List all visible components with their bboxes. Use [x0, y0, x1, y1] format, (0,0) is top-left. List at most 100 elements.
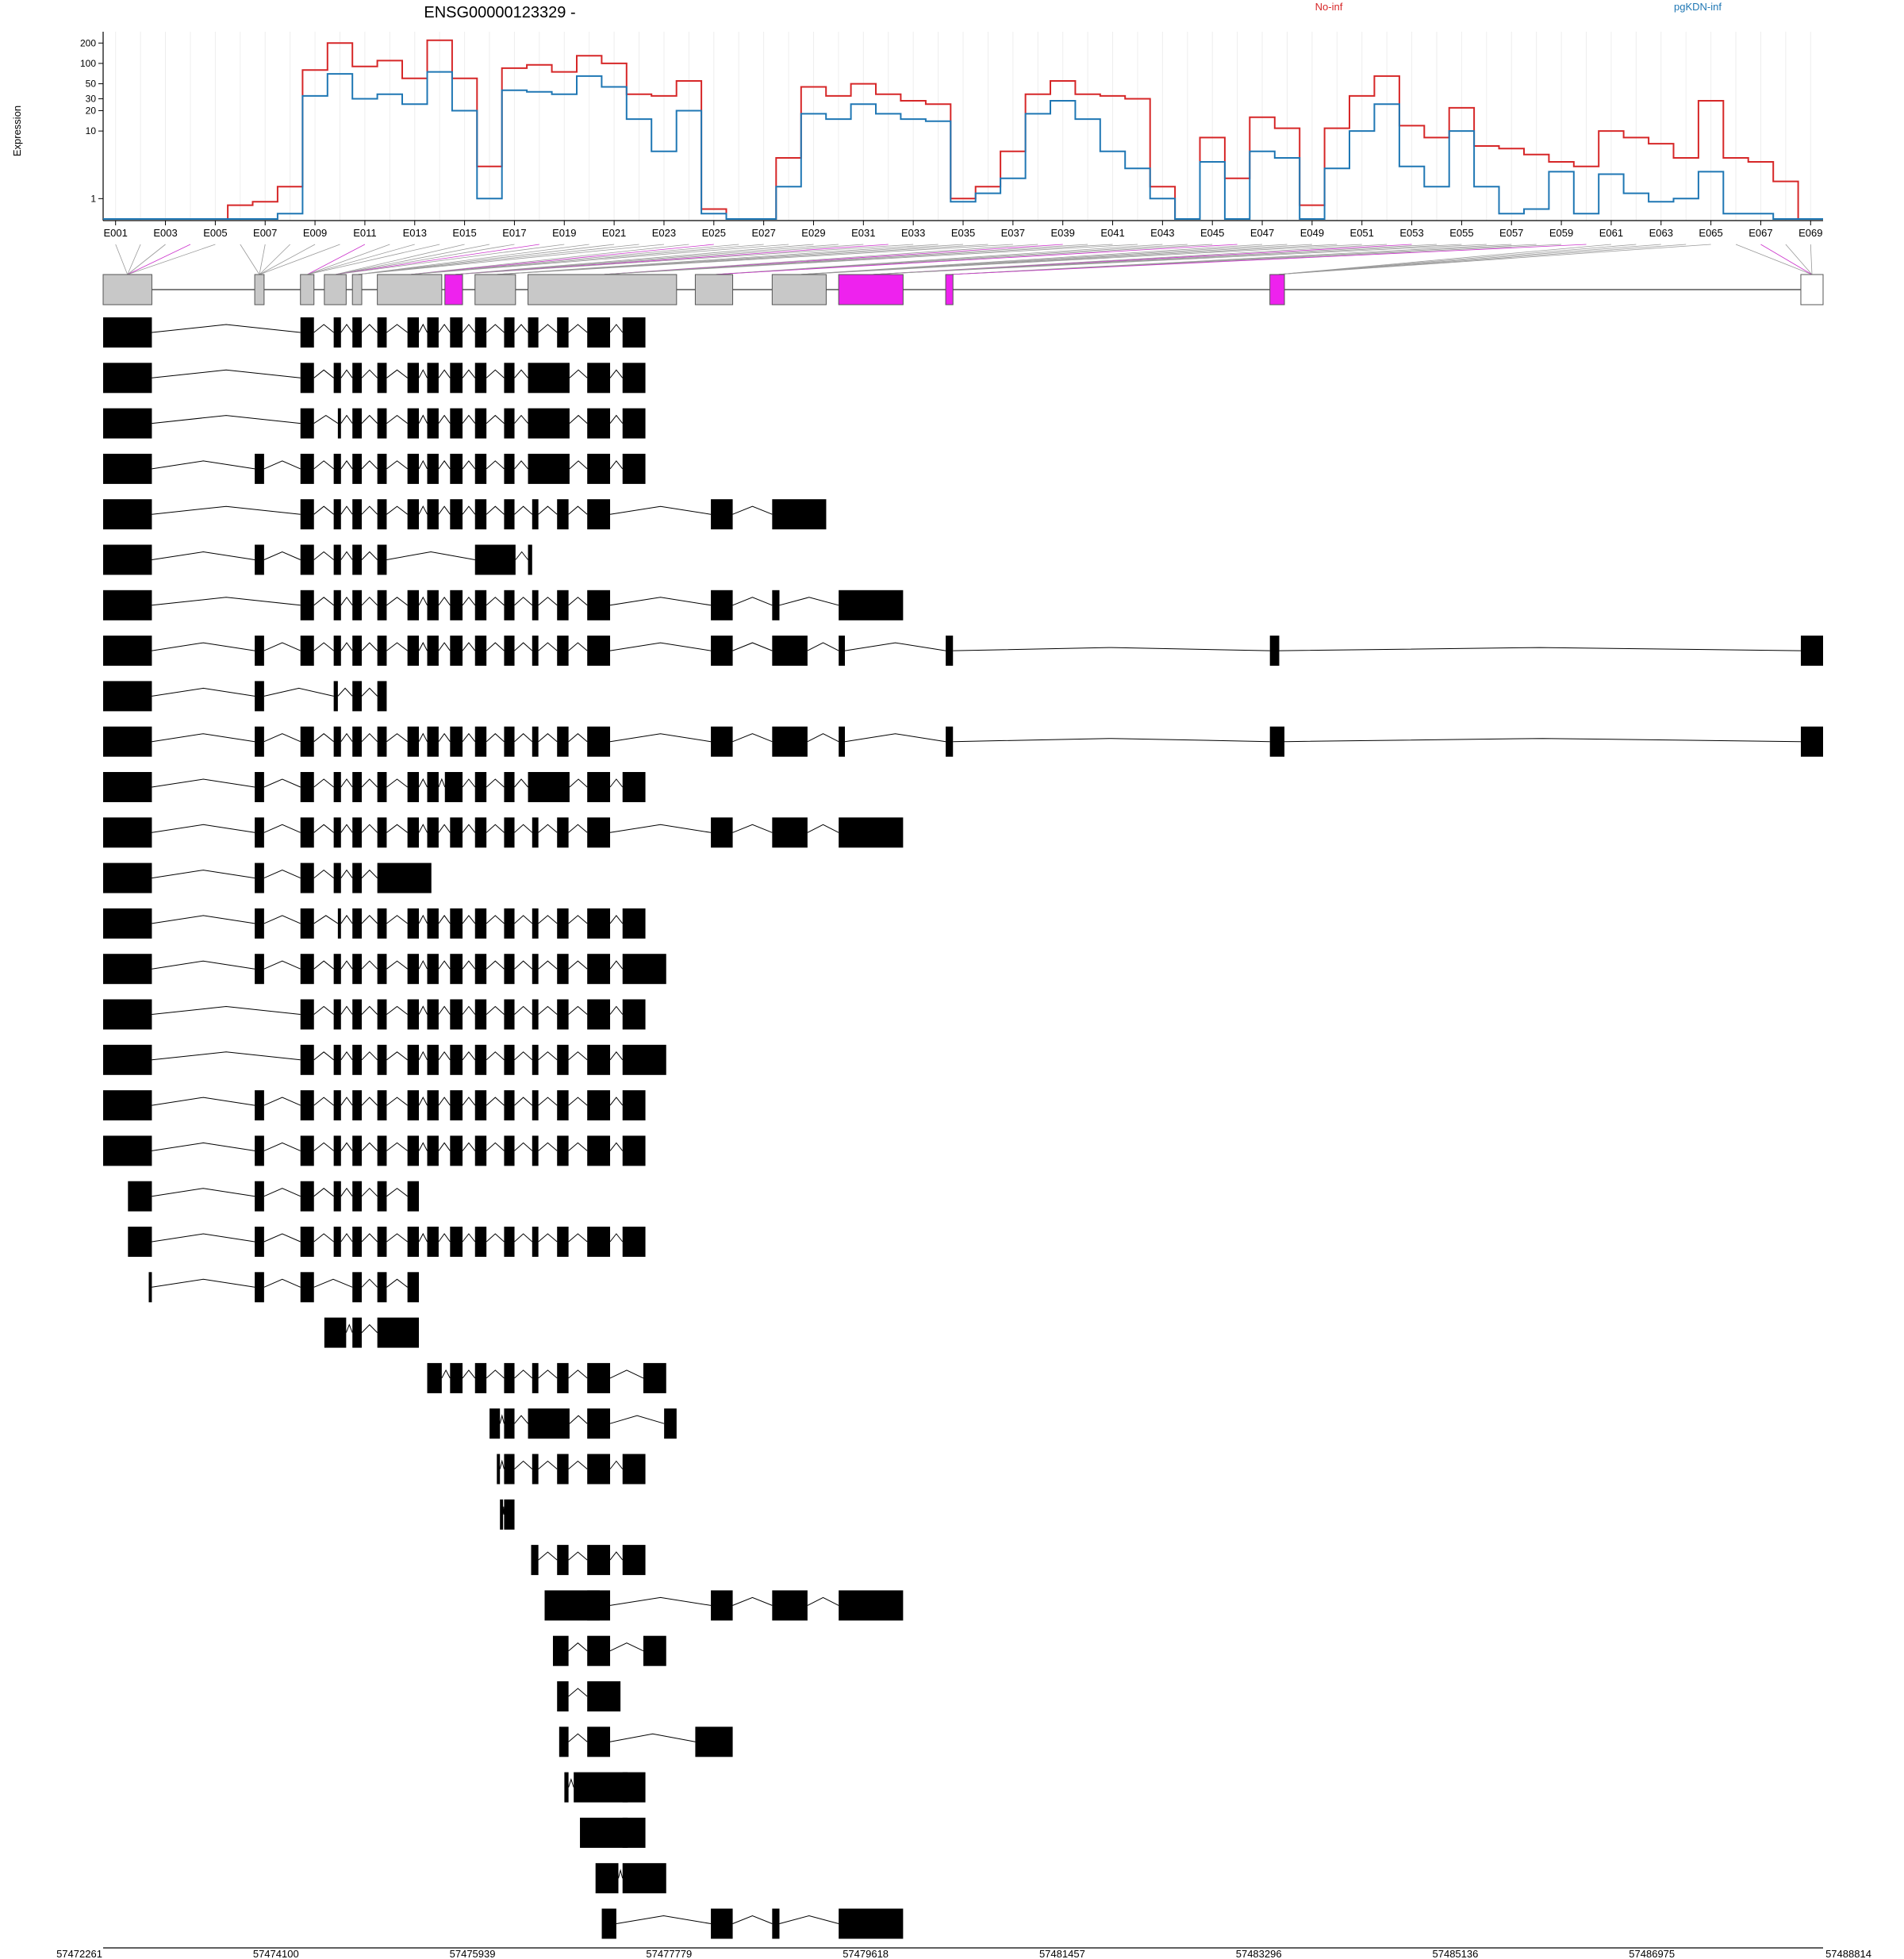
transcript-exon	[504, 1227, 515, 1257]
transcript-intron	[361, 460, 378, 470]
exon-mapping-line	[307, 244, 415, 275]
transcript-intron	[340, 1233, 353, 1243]
transcript-intron	[609, 824, 712, 833]
transcript-intron	[486, 460, 505, 470]
transcript-exon	[587, 1408, 611, 1439]
transcript-intron	[486, 505, 505, 515]
transcript-exon	[587, 908, 611, 939]
transcript-exon	[474, 908, 487, 939]
transcript-intron	[263, 1142, 301, 1151]
y-tick-label: 200	[80, 37, 96, 48]
transcript-exon	[407, 499, 420, 530]
transcript-intron	[514, 1005, 533, 1015]
transcript-intron	[418, 596, 428, 606]
y-tick-label: 100	[80, 58, 96, 69]
genomic-axis-label: 57479618	[843, 1948, 889, 1959]
transcript-exon	[772, 1590, 808, 1621]
transcript-intron	[462, 1005, 476, 1015]
exon-model-block	[528, 274, 678, 305]
x-tick-label: E013	[403, 227, 427, 239]
transcript-exon	[300, 954, 314, 985]
y-axis-label: Expression	[11, 106, 23, 156]
transcript-intron	[514, 915, 533, 924]
transcript-exon	[427, 408, 439, 439]
transcript-exon	[333, 317, 341, 348]
x-tick-label: E005	[203, 227, 227, 239]
transcript-exon	[300, 772, 314, 802]
transcript-intron	[386, 505, 408, 515]
transcript-exon	[504, 1135, 515, 1166]
transcript-intron	[514, 960, 533, 970]
transcript-intron	[609, 778, 624, 788]
transcript-intron	[418, 414, 428, 424]
transcript-intron	[386, 597, 408, 606]
x-tick-label: E053	[1399, 227, 1423, 239]
transcript-exon	[587, 772, 611, 802]
transcript-intron	[361, 824, 378, 833]
transcript-exon	[587, 1727, 611, 1757]
transcript-intron	[386, 1188, 408, 1197]
exon-model-block	[300, 274, 315, 305]
transcript-exon	[622, 1135, 646, 1166]
x-tick-label: E039	[1050, 227, 1074, 239]
transcript-intron	[263, 870, 301, 879]
exon-mapping-line	[259, 244, 290, 275]
transcript-exon	[300, 544, 314, 575]
genomic-axis-label: 57483296	[1236, 1948, 1282, 1959]
transcript-intron	[340, 324, 353, 333]
transcript-intron	[313, 733, 334, 743]
transcript-exon	[103, 1044, 152, 1075]
transcript-exon	[587, 1135, 611, 1166]
exon-mapping-line	[259, 244, 316, 275]
transcript-exon	[255, 681, 264, 712]
transcript-intron	[486, 915, 505, 924]
transcript-exon	[450, 590, 463, 620]
transcript-intron	[609, 960, 624, 970]
x-tick-label: E009	[303, 227, 327, 239]
transcript-intron	[361, 778, 378, 788]
transcript-exon	[377, 499, 387, 530]
transcript-exon	[255, 862, 264, 893]
transcript-intron	[340, 1187, 353, 1197]
transcript-exon	[427, 1362, 442, 1393]
transcript-intron	[538, 915, 558, 924]
transcript-exon	[557, 726, 569, 757]
transcript-exon	[557, 1090, 569, 1121]
transcript-intron	[514, 733, 533, 743]
transcript-intron	[263, 778, 301, 788]
transcript-intron	[807, 642, 839, 651]
transcript-exon	[474, 1090, 487, 1121]
transcript-intron	[609, 460, 624, 470]
transcript-exon	[622, 1817, 646, 1848]
transcript-intron	[361, 732, 378, 743]
transcript-exon	[528, 363, 570, 394]
transcript-exon	[587, 590, 611, 620]
transcript-intron	[732, 1915, 773, 1924]
transcript-exon	[300, 636, 314, 666]
transcript-intron	[313, 642, 334, 651]
transcript-exon	[103, 636, 152, 666]
transcript-intron	[386, 1097, 408, 1106]
transcript-exon	[427, 908, 439, 939]
transcript-intron	[313, 505, 334, 515]
exon-mapping-line	[357, 244, 664, 275]
transcript-intron	[538, 960, 558, 970]
x-tick-label: E069	[1798, 227, 1822, 239]
transcript-intron	[340, 414, 353, 424]
transcript-intron	[568, 733, 588, 743]
transcript-exon	[333, 726, 341, 757]
transcript-intron	[386, 915, 408, 924]
transcript-intron	[486, 369, 505, 378]
transcript-exon	[839, 636, 846, 666]
transcript-exon	[557, 1135, 569, 1166]
transcript-exon	[532, 1227, 539, 1257]
exon-mapping-line	[307, 244, 440, 275]
transcript-exon	[333, 1090, 341, 1121]
exon-mapping-line	[1276, 244, 1611, 275]
transcript-exon	[474, 453, 487, 484]
transcript-intron	[438, 1142, 451, 1151]
transcript-intron	[538, 1369, 558, 1379]
transcript-exon	[557, 1227, 569, 1257]
transcript-exon	[333, 1227, 341, 1257]
